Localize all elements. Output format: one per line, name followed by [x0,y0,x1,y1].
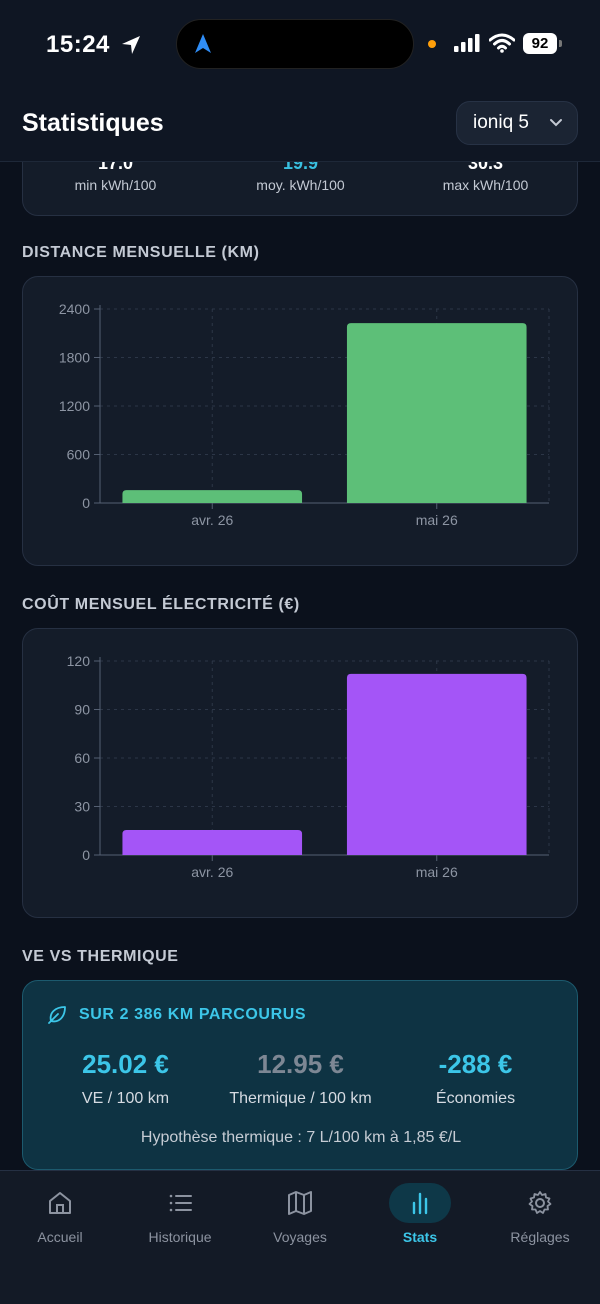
y-tick-label: 90 [74,702,90,718]
comparison-headline: SUR 2 386 KM PARCOURUS [79,1006,307,1023]
x-tick-label: avr. 26 [191,864,233,880]
y-tick-label: 30 [74,799,90,815]
vehicle-select-value: ioniq 5 [473,112,529,133]
y-tick-label: 0 [82,495,90,511]
tab-voyages[interactable]: Voyages [240,1183,360,1245]
cost-chart-card: 0 30 60 90 120 avr. 26 mai 26 [22,628,578,918]
tab-historique-icon-wrap [149,1183,211,1223]
y-tick-label: 1800 [59,350,90,366]
tab-historique[interactable]: Historique [120,1183,240,1245]
tab-reglages-icon-wrap [509,1183,571,1223]
stat-avg-label: moy. kWh/100 [256,177,345,193]
distance-section-title: DISTANCE MENSUELLE (KM) [22,244,260,261]
x-tick-label: avr. 26 [191,512,233,528]
comparison-header: SUR 2 386 KM PARCOURUS [47,1005,306,1025]
ev-cost: 25.02 € VE / 100 km [33,1049,218,1108]
tab-reglages[interactable]: Réglages [480,1183,600,1245]
stat-min-label: min kWh/100 [74,177,157,193]
y-tick-label: 60 [74,750,90,766]
thermal-cost-value: 12.95 € [257,1049,344,1079]
ev-cost-value: 25.02 € [82,1049,169,1079]
leaf-icon [48,1006,66,1024]
navigation-arrow-icon [195,34,211,53]
thermal-cost: 12.95 € Thermique / 100 km [208,1049,393,1108]
page-title: Statistiques [22,109,164,137]
privacy-indicator [428,40,436,48]
x-tick-label: mai 26 [416,864,458,880]
tab-stats-label: Stats [402,1229,438,1245]
tab-stats-icon-wrap [389,1183,451,1223]
bar-avr26 [122,490,303,503]
tab-voyages-label: Voyages [273,1229,327,1245]
bar-avr26 [122,829,303,855]
cost-bar-chart: 0 30 60 90 120 avr. 26 mai 26 [67,653,550,880]
bottom-tab-bar: Accueil Historique Voyages [0,1170,600,1304]
comparison-section-title: VE VS THERMIQUE [22,948,179,965]
y-tick-label: 1200 [59,398,90,414]
savings: -288 € Économies [383,1049,568,1108]
tab-accueil-icon-wrap [29,1183,91,1223]
ev-cost-label: VE / 100 km [81,1090,170,1107]
bar-mai26 [346,323,527,503]
dynamic-island [176,19,414,69]
home-icon [49,1192,71,1214]
y-tick-label: 120 [67,653,91,669]
list-icon [169,1194,192,1212]
vehicle-select[interactable]: ioniq 5 [456,101,578,145]
app-header: Statistiques ioniq 5 [0,90,600,162]
cost-section-title: COÛT MENSUEL ÉLECTRICITÉ (€) [22,596,300,613]
tab-accueil-label: Accueil [37,1229,83,1245]
status-bar: 15:24 92 [0,0,600,90]
savings-value: -288 € [438,1049,513,1079]
distance-bar-chart: 0 600 1200 1800 2400 avr. 26 mai 26 [59,301,550,528]
stat-max-label: max kWh/100 [442,177,529,193]
thermal-cost-label: Thermique / 100 km [229,1090,372,1107]
map-icon [288,1191,312,1215]
clock: 15:24 [46,31,110,58]
location-arrow-icon [122,36,140,54]
y-tick-label: 600 [67,447,91,463]
bar-mai26 [346,673,527,855]
wifi-icon [489,33,515,53]
gear-icon [528,1191,552,1214]
distance-chart-card: 0 600 1200 1800 2400 avr. 26 mai 26 [22,276,578,566]
tab-stats[interactable]: Stats [360,1183,480,1245]
x-tick-label: mai 26 [416,512,458,528]
tab-reglages-label: Réglages [510,1229,570,1245]
tab-voyages-icon-wrap [269,1183,331,1223]
thermal-assumption-note: Hypothèse thermique : 7 L/100 km à 1,85 … [140,1129,462,1146]
battery-level: 92 [523,33,557,54]
y-tick-label: 2400 [59,301,90,317]
y-tick-label: 0 [82,847,90,863]
bar-chart-icon [412,1192,428,1215]
tab-accueil[interactable]: Accueil [0,1183,120,1245]
savings-label: Économies [435,1090,516,1107]
tab-historique-label: Historique [148,1229,212,1245]
chevron-down-icon [550,119,562,127]
battery-cap [559,40,562,47]
cellular-signal-icon [454,34,480,52]
comparison-card: SUR 2 386 KM PARCOURUS 25.02 € VE / 100 … [22,980,578,1170]
